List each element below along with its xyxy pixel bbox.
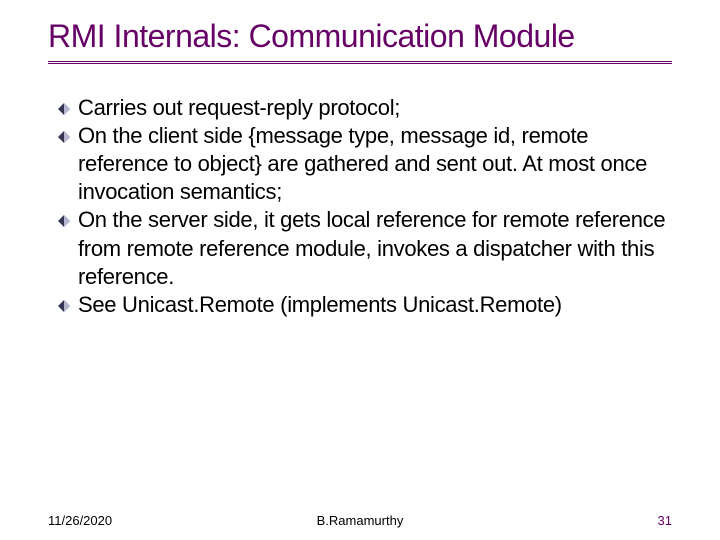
footer-author: B.Ramamurthy [256,513,464,528]
list-item: On the client side {message type, messag… [58,122,672,206]
bullet-text: On the client side {message type, messag… [78,122,672,206]
slide: RMI Internals: Communication Module Carr… [0,0,720,540]
bullet-text: Carries out request-reply protocol; [78,94,400,122]
footer-date: 11/26/2020 [48,513,256,528]
diamond-bullet-icon [58,103,70,115]
diamond-bullet-icon [58,300,70,312]
list-item: See Unicast.Remote (implements Unicast.R… [58,291,672,319]
bullet-text: See Unicast.Remote (implements Unicast.R… [78,291,562,319]
list-item: Carries out request-reply protocol; [58,94,672,122]
diamond-bullet-icon [58,131,70,143]
bullet-list: Carries out request-reply protocol; On t… [48,94,672,319]
page-title: RMI Internals: Communication Module [48,18,672,64]
bullet-text: On the server side, it gets local refere… [78,206,672,290]
diamond-bullet-icon [58,215,70,227]
footer-page-number: 31 [464,513,672,528]
slide-footer: 11/26/2020 B.Ramamurthy 31 [48,513,672,528]
list-item: On the server side, it gets local refere… [58,206,672,290]
